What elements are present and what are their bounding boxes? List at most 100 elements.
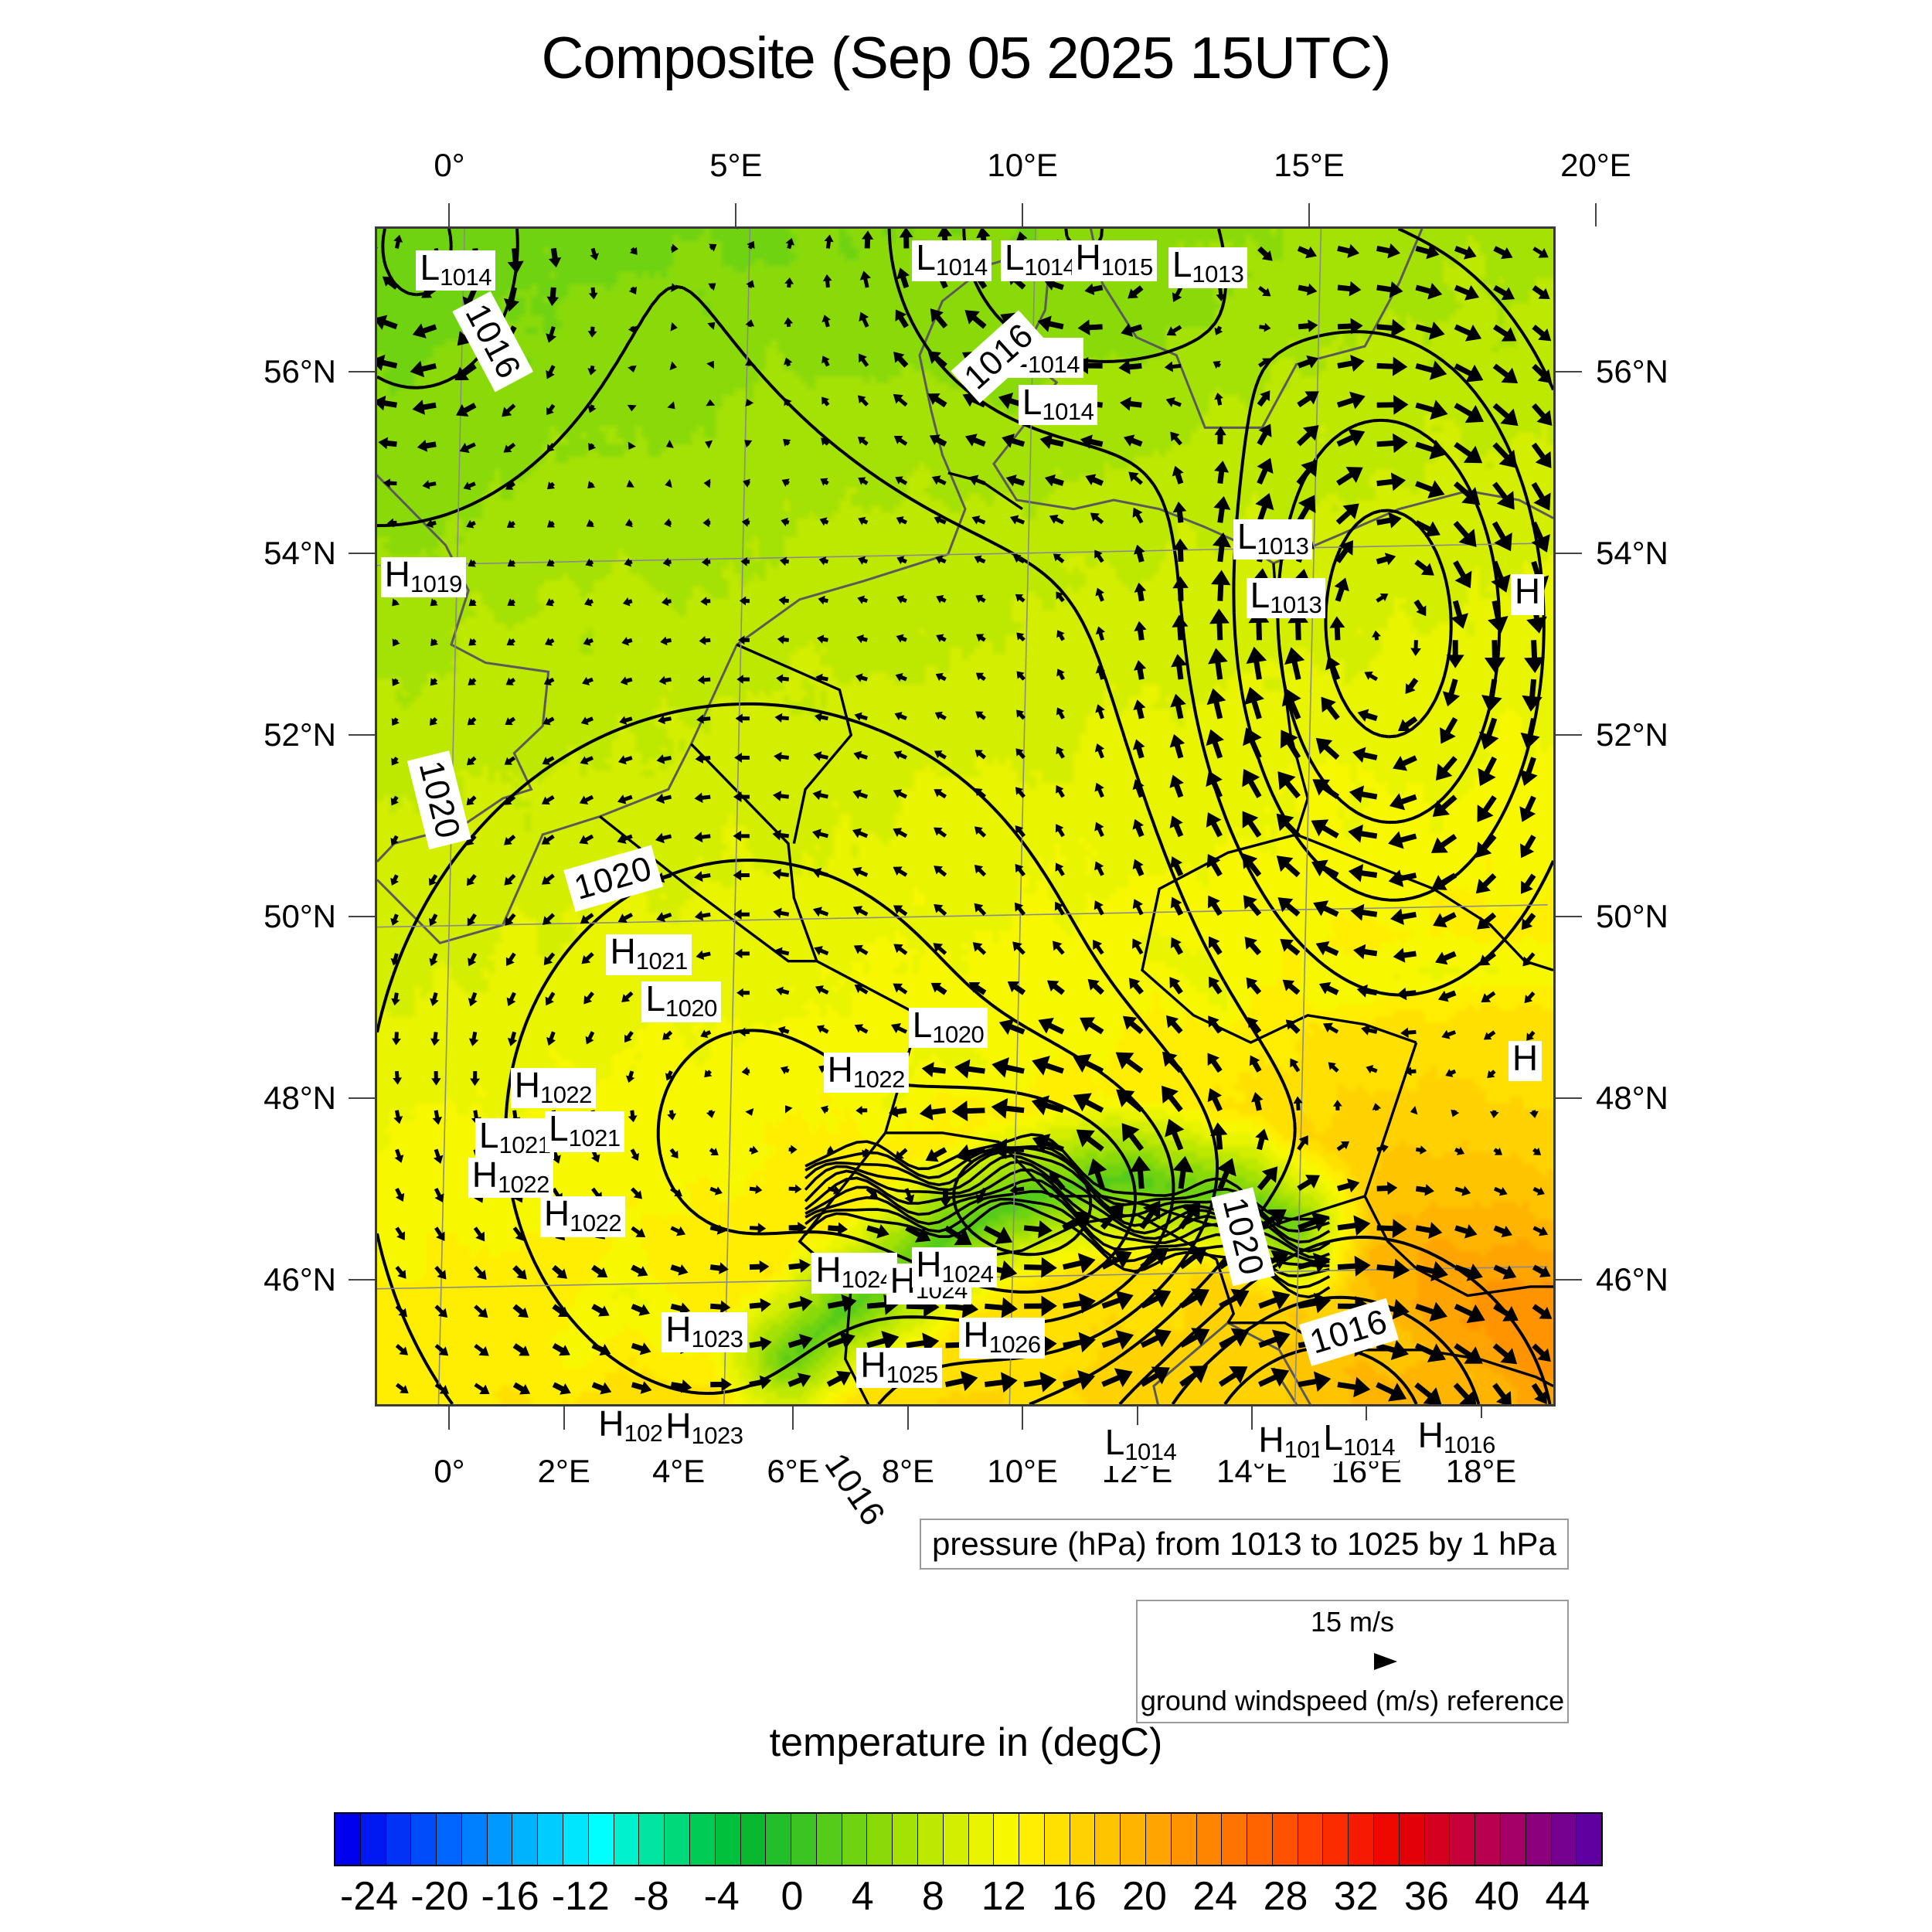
wind-vector — [1206, 812, 1223, 838]
wind-vector — [1122, 1015, 1144, 1035]
wind-vector — [1297, 391, 1319, 408]
wind-vector — [1087, 1158, 1107, 1190]
colorbar-cell — [1247, 1814, 1273, 1865]
wind-vector — [707, 321, 716, 330]
wind-vector — [1009, 1185, 1025, 1195]
wind-vector — [392, 638, 400, 647]
wind-vector — [1116, 1089, 1144, 1113]
wind-vector — [1336, 429, 1366, 447]
wind-vector — [390, 835, 399, 846]
wind-vector — [858, 556, 869, 565]
pressure-marker-value: 1014 — [1042, 397, 1094, 425]
wind-vector — [1090, 512, 1104, 525]
wind-vector — [1388, 869, 1417, 887]
wind-vector — [815, 985, 829, 995]
wind-vector — [893, 905, 908, 917]
wind-vector — [629, 247, 638, 255]
wind-vector — [1140, 1366, 1170, 1387]
wind-vector — [933, 943, 947, 955]
wind-vector — [1095, 587, 1104, 602]
wind-vector — [893, 866, 908, 877]
wind-vector — [382, 276, 399, 290]
axis-tick — [448, 203, 451, 226]
wind-vector — [1453, 521, 1477, 547]
wind-vector — [579, 834, 594, 845]
wind-vector — [1179, 1201, 1201, 1230]
colorbar-cell — [842, 1814, 868, 1865]
axis-tick — [792, 1406, 794, 1430]
wind-vector — [1172, 502, 1187, 523]
wind-vector — [1493, 284, 1515, 301]
wind-vector — [1280, 938, 1301, 956]
wind-vector — [736, 675, 750, 684]
wind-vector — [591, 1304, 610, 1317]
wind-vector — [1140, 1288, 1172, 1309]
wind-vector — [1249, 1055, 1262, 1073]
pressure-marker: L1014 — [1319, 1420, 1399, 1461]
wind-vector — [670, 321, 678, 332]
wind-vector — [1002, 434, 1026, 448]
wind-vector — [904, 1188, 915, 1204]
axis-tick — [349, 915, 375, 917]
axis-tick-label: 50°N — [264, 897, 336, 934]
wind-vector — [1170, 896, 1184, 916]
wind-vector — [1481, 679, 1502, 713]
wind-vector — [968, 474, 986, 486]
wind-vector — [812, 790, 828, 801]
axis-tick-label: 48°N — [264, 1079, 336, 1116]
wind-vector — [785, 238, 794, 250]
wind-vector — [670, 1187, 682, 1197]
wind-vector — [591, 1382, 612, 1395]
wind-vector — [395, 1344, 409, 1355]
wind-vector — [1336, 467, 1363, 486]
wind-vector — [930, 982, 947, 995]
wind-vector — [390, 913, 400, 926]
colorbar-cell — [1196, 1814, 1223, 1865]
wind-vector — [1257, 423, 1272, 446]
wind-vector — [655, 793, 672, 804]
wind-vector — [741, 1066, 750, 1077]
pressure-marker: L1013 — [1233, 519, 1313, 560]
colorbar-cell — [1450, 1814, 1476, 1865]
wind-vector — [1276, 855, 1301, 878]
wind-vector — [1290, 1058, 1301, 1073]
wind-vector — [434, 1265, 447, 1280]
wind-vector — [1101, 1368, 1133, 1388]
wind-vector — [955, 1144, 986, 1163]
wind-vector — [390, 795, 399, 806]
colorbar-cell — [1551, 1814, 1577, 1865]
wind-vector — [985, 1297, 1018, 1318]
pressure-marker-kind: L — [1172, 244, 1192, 285]
wind-vector — [954, 1059, 985, 1079]
wind-vector — [1120, 396, 1142, 411]
wind-vector — [1337, 318, 1363, 335]
wind-vector — [862, 1148, 870, 1158]
wind-vector — [1414, 560, 1434, 576]
colorbar[interactable] — [334, 1812, 1603, 1866]
wind-vector — [507, 598, 515, 607]
wind-vector — [1436, 756, 1458, 781]
wind-vector — [1100, 1202, 1124, 1230]
wind-vector — [463, 481, 476, 491]
wind-vector — [975, 594, 986, 603]
colorbar-tick-label: 0 — [781, 1874, 804, 1919]
pressure-marker: H1016 — [1413, 1417, 1499, 1459]
wind-vector — [1121, 323, 1143, 337]
colorbar-cell — [715, 1814, 741, 1865]
pressure-marker-value: 1023 — [691, 1421, 743, 1449]
wind-vector — [1172, 286, 1183, 302]
wind-vector — [631, 1264, 648, 1277]
wind-vector — [1484, 640, 1505, 674]
axis-tick-label: 20°E — [1560, 147, 1631, 183]
wind-vector — [1134, 621, 1147, 641]
wind-vector — [1094, 900, 1104, 916]
wind-vector — [1172, 465, 1184, 485]
wind-vector — [429, 952, 438, 967]
wind-vector — [430, 1032, 440, 1046]
pressure-marker-kind: H — [471, 1154, 498, 1195]
wind-vector — [1218, 1366, 1248, 1387]
wind-vector — [1311, 859, 1339, 878]
wind-vector — [1454, 1147, 1465, 1155]
wind-vector — [1454, 1264, 1483, 1281]
wind-vector — [1080, 1017, 1104, 1035]
